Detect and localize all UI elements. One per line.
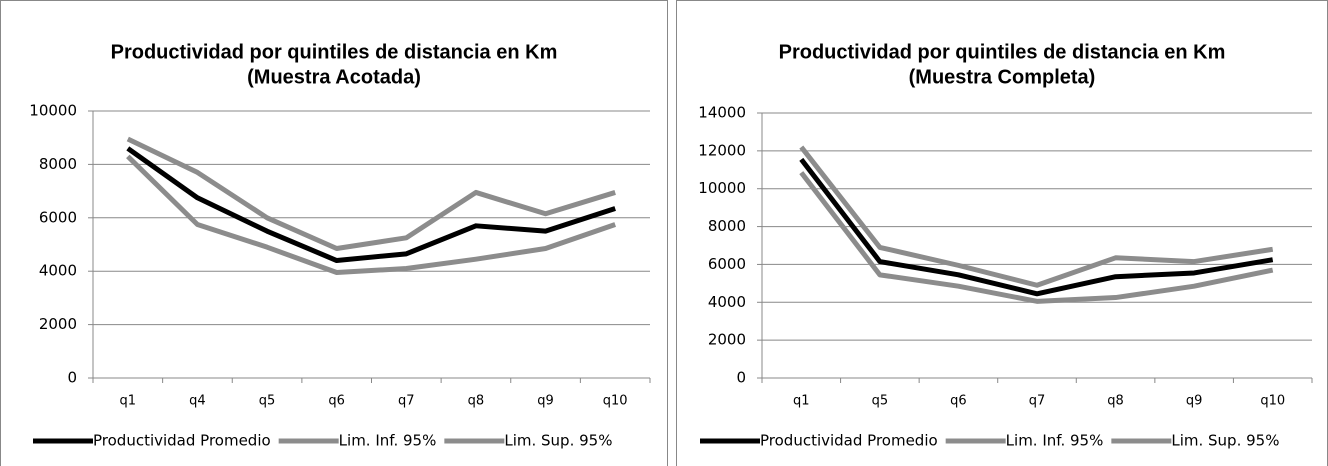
- y-tick-label: 0: [736, 369, 746, 387]
- x-tick-label: q1: [120, 394, 137, 409]
- legend-label: Lim. Inf. 95%: [339, 432, 437, 450]
- legend-label: Lim. Inf. 95%: [1006, 432, 1104, 450]
- x-tick-label: q6: [328, 394, 345, 409]
- series-line: [126, 146, 616, 264]
- chart-title: Productividad por quintiles de distancia…: [111, 41, 558, 63]
- y-tick-label: 8000: [708, 217, 746, 235]
- y-tick-label: 12000: [698, 141, 746, 159]
- x-tick-label: q6: [950, 394, 967, 409]
- y-tick-label: 0: [67, 369, 77, 387]
- y-tick-label: 4000: [39, 262, 77, 280]
- series-line: [126, 154, 617, 276]
- y-tick-label: 8000: [39, 155, 77, 173]
- y-tick-label: 10000: [29, 102, 77, 120]
- chart-subtitle: (Muestra Acotada): [247, 66, 421, 88]
- panel-border: [0, 0, 668, 466]
- x-tick-label: q1: [793, 394, 810, 409]
- x-tick-label: q4: [189, 394, 206, 409]
- x-tick-label: q9: [1186, 394, 1203, 409]
- y-tick-label: 14000: [698, 104, 746, 122]
- legend-label: Lim. Sup. 95%: [504, 432, 612, 450]
- series-line: [799, 157, 1274, 297]
- x-tick-label: q5: [259, 394, 276, 409]
- x-tick-label: q9: [537, 394, 554, 409]
- chart-title: Productividad por quintiles de distancia…: [779, 41, 1226, 63]
- x-tick-label: q5: [872, 394, 889, 409]
- x-tick-label: q8: [468, 394, 485, 409]
- y-tick-label: 10000: [698, 179, 746, 197]
- chart-subtitle: (Muestra Completa): [909, 66, 1096, 88]
- x-tick-label: q10: [603, 394, 628, 409]
- y-tick-label: 4000: [708, 293, 746, 311]
- legend-label: Lim. Sup. 95%: [1171, 432, 1279, 450]
- y-tick-label: 6000: [39, 208, 77, 226]
- x-tick-label: q10: [1260, 394, 1285, 409]
- x-tick-label: q8: [1107, 394, 1124, 409]
- series-line: [799, 145, 1274, 288]
- x-tick-label: q7: [398, 394, 415, 409]
- y-tick-label: 2000: [39, 315, 77, 333]
- y-tick-label: 2000: [708, 331, 746, 349]
- legend-label: Productividad Promedio: [760, 432, 938, 450]
- x-tick-label: q7: [1029, 394, 1046, 409]
- series-line: [799, 171, 1274, 304]
- series-line: [126, 136, 616, 252]
- legend-label: Productividad Promedio: [93, 432, 271, 450]
- y-tick-label: 6000: [708, 255, 746, 273]
